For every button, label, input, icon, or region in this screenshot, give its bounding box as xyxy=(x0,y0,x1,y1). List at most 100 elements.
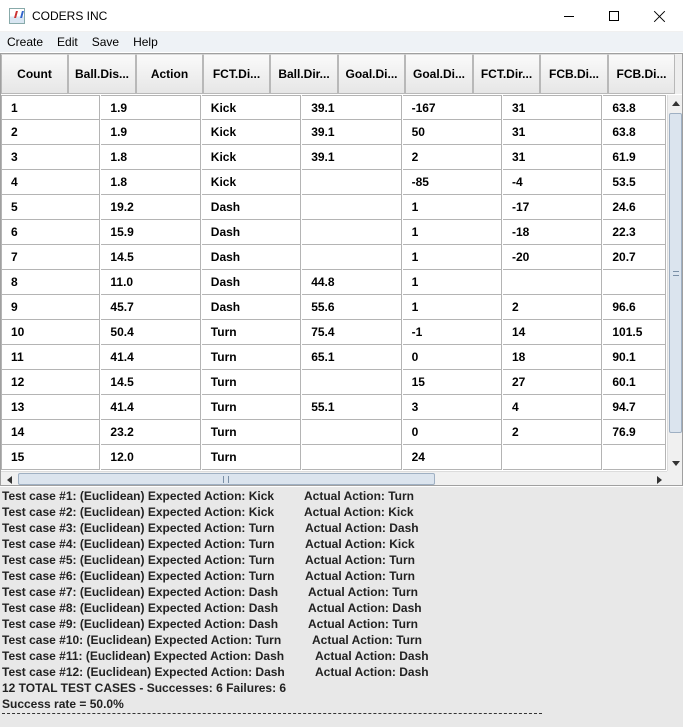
table-cell[interactable]: 1 xyxy=(402,195,502,220)
table-cell[interactable]: 55.6 xyxy=(302,295,402,320)
table-cell[interactable]: 0 xyxy=(402,345,502,370)
table-cell[interactable]: 50 xyxy=(402,120,502,145)
column-header-fcb-distance-1[interactable]: FCB.Di... xyxy=(540,54,608,94)
table-cell[interactable]: 4 xyxy=(1,170,101,195)
table-cell[interactable]: 50.4 xyxy=(101,320,201,345)
column-header-goal-distance-2[interactable]: Goal.Di... xyxy=(405,54,473,94)
table-cell[interactable]: 14.5 xyxy=(101,370,201,395)
table-cell[interactable]: 23.2 xyxy=(101,420,201,445)
table-cell[interactable]: 2 xyxy=(502,420,603,445)
table-cell[interactable]: 20.7 xyxy=(603,245,666,270)
table-cell[interactable]: 11 xyxy=(1,345,101,370)
table-cell[interactable]: 53.5 xyxy=(603,170,666,195)
table-cell[interactable]: 39.1 xyxy=(302,145,402,170)
maximize-button[interactable] xyxy=(591,0,637,32)
table-cell[interactable]: 3 xyxy=(402,395,502,420)
table-cell[interactable]: 24 xyxy=(402,445,502,470)
table-cell[interactable]: 45.7 xyxy=(101,295,201,320)
minimize-button[interactable] xyxy=(546,0,592,32)
table-cell[interactable]: 90.1 xyxy=(603,345,666,370)
table-cell[interactable]: 18 xyxy=(502,345,603,370)
table-cell[interactable]: -85 xyxy=(402,170,502,195)
column-header-ball-direction[interactable]: Ball.Dir... xyxy=(270,54,338,94)
table-cell[interactable]: 12 xyxy=(1,370,101,395)
table-cell[interactable] xyxy=(302,370,402,395)
menu-edit[interactable]: Edit xyxy=(57,35,78,49)
column-header-fct-direction[interactable]: FCT.Dir... xyxy=(473,54,540,94)
horizontal-scrollbar[interactable] xyxy=(1,471,667,485)
table-cell[interactable]: 101.5 xyxy=(603,320,666,345)
table-cell[interactable]: -167 xyxy=(402,95,502,120)
table-row[interactable]: 7 14.5 Dash 1 -20 20.7 xyxy=(1,245,667,270)
table-cell[interactable] xyxy=(502,445,603,470)
table-cell[interactable]: 22.3 xyxy=(603,220,666,245)
table-cell[interactable]: 15.9 xyxy=(101,220,201,245)
table-row[interactable]: 6 15.9 Dash 1 -18 22.3 xyxy=(1,220,667,245)
table-cell[interactable]: 9 xyxy=(1,295,101,320)
table-cell[interactable]: Turn xyxy=(201,370,302,395)
table-cell[interactable]: -17 xyxy=(502,195,603,220)
table-cell[interactable] xyxy=(302,445,402,470)
table-cell[interactable]: 14 xyxy=(1,420,101,445)
table-cell[interactable]: Turn xyxy=(201,420,302,445)
table-cell[interactable]: Turn xyxy=(201,445,302,470)
table-cell[interactable]: 12.0 xyxy=(101,445,201,470)
table-cell[interactable]: 11.0 xyxy=(101,270,201,295)
table-cell[interactable]: 76.9 xyxy=(603,420,666,445)
table-cell[interactable]: 8 xyxy=(1,270,101,295)
table-row[interactable]: 8 11.0 Dash 44.8 1 xyxy=(1,270,667,295)
table-cell[interactable]: 1.9 xyxy=(101,95,201,120)
table-cell[interactable]: 75.4 xyxy=(302,320,402,345)
close-button[interactable] xyxy=(637,0,683,32)
table-cell[interactable]: 96.6 xyxy=(603,295,666,320)
vertical-scroll-thumb[interactable] xyxy=(669,113,682,433)
table-cell[interactable]: -1 xyxy=(402,320,502,345)
table-cell[interactable]: Turn xyxy=(201,345,302,370)
table-cell[interactable]: 63.8 xyxy=(603,120,666,145)
table-cell[interactable] xyxy=(603,445,666,470)
table-cell[interactable]: 19.2 xyxy=(101,195,201,220)
scroll-right-button[interactable] xyxy=(651,472,667,485)
table-cell[interactable]: 61.9 xyxy=(603,145,666,170)
table-cell[interactable]: -20 xyxy=(502,245,603,270)
menu-help[interactable]: Help xyxy=(133,35,158,49)
vertical-scrollbar[interactable] xyxy=(667,95,682,471)
table-cell[interactable] xyxy=(302,220,402,245)
column-header-fcb-distance-2[interactable]: FCB.Di... xyxy=(608,54,675,94)
table-cell[interactable] xyxy=(302,195,402,220)
column-header-goal-distance-1[interactable]: Goal.Di... xyxy=(338,54,405,94)
table-row[interactable]: 15 12.0 Turn 24 xyxy=(1,445,667,470)
table-cell[interactable]: 3 xyxy=(1,145,101,170)
table-cell[interactable]: Kick xyxy=(201,170,302,195)
table-row[interactable]: 3 1.8 Kick 39.1 2 31 61.9 xyxy=(1,145,667,170)
table-cell[interactable]: Kick xyxy=(201,145,302,170)
table-cell[interactable]: 94.7 xyxy=(603,395,666,420)
table-cell[interactable]: 31 xyxy=(502,95,603,120)
table-cell[interactable]: Dash xyxy=(201,220,302,245)
table-cell[interactable]: 1 xyxy=(1,95,101,120)
table-row[interactable]: 10 50.4 Turn 75.4 -1 14 101.5 xyxy=(1,320,667,345)
table-cell[interactable] xyxy=(302,420,402,445)
table-cell[interactable]: 1.8 xyxy=(101,170,201,195)
table-row[interactable]: 1 1.9 Kick 39.1 -167 31 63.8 xyxy=(1,95,667,120)
table-cell[interactable]: Dash xyxy=(201,245,302,270)
table-cell[interactable]: 15 xyxy=(1,445,101,470)
table-row[interactable]: 2 1.9 Kick 39.1 50 31 63.8 xyxy=(1,120,667,145)
column-header-fct-distance[interactable]: FCT.Di... xyxy=(203,54,270,94)
table-row[interactable]: 11 41.4 Turn 65.1 0 18 90.1 xyxy=(1,345,667,370)
table-row[interactable]: 4 1.8 Kick -85 -4 53.5 xyxy=(1,170,667,195)
table-cell[interactable]: 65.1 xyxy=(302,345,402,370)
scroll-down-button[interactable] xyxy=(668,455,682,471)
table-cell[interactable]: 1.8 xyxy=(101,145,201,170)
table-row[interactable]: 9 45.7 Dash 55.6 1 2 96.6 xyxy=(1,295,667,320)
table-cell[interactable]: Dash xyxy=(201,270,302,295)
table-cell[interactable]: 10 xyxy=(1,320,101,345)
table-cell[interactable]: 15 xyxy=(402,370,502,395)
table-cell[interactable] xyxy=(603,270,666,295)
table-cell[interactable]: 44.8 xyxy=(302,270,402,295)
table-cell[interactable]: 1 xyxy=(402,270,502,295)
table-cell[interactable]: 2 xyxy=(1,120,101,145)
table-cell[interactable]: 24.6 xyxy=(603,195,666,220)
column-header-action[interactable]: Action xyxy=(136,54,203,94)
table-cell[interactable]: Dash xyxy=(201,195,302,220)
